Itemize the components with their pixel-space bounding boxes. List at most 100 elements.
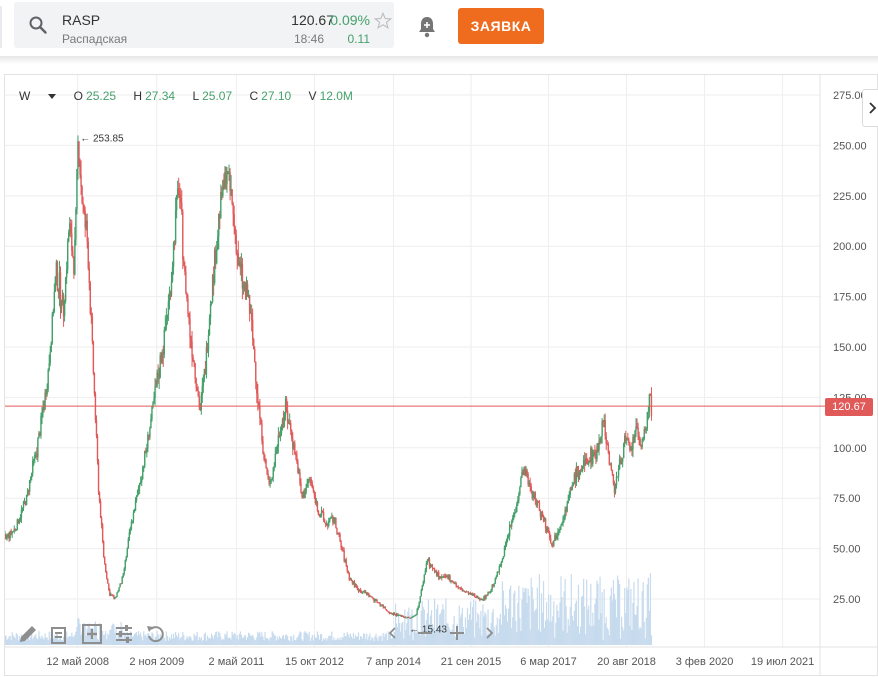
volume-bar <box>530 577 532 645</box>
volume-bar <box>250 635 252 645</box>
volume-bar <box>148 633 150 645</box>
volume-bar <box>273 634 275 645</box>
volume-bar <box>312 640 314 645</box>
volume-bar <box>210 633 213 645</box>
candle-body <box>565 509 567 512</box>
settings-sliders-icon[interactable] <box>113 623 135 645</box>
volume-bar <box>556 604 558 645</box>
volume-bar <box>37 639 39 645</box>
volume-bar <box>207 638 210 645</box>
volume-bar <box>169 639 172 645</box>
candle-body <box>435 571 438 576</box>
volume-bar <box>480 610 482 645</box>
volume-bar <box>212 636 214 645</box>
notes-icon[interactable] <box>49 623 71 645</box>
volume-bar <box>288 640 290 645</box>
candle-body <box>350 578 353 581</box>
volume-bar <box>636 605 638 645</box>
candle-body <box>442 576 444 578</box>
candle-body <box>173 242 176 244</box>
volume-value: 12.0M <box>319 89 353 103</box>
add-indicator-icon[interactable] <box>81 623 103 645</box>
candle-body <box>106 572 108 579</box>
candle-body <box>311 483 313 489</box>
candle-body <box>25 494 28 505</box>
candle-body <box>563 517 565 519</box>
volume-bar <box>583 578 585 645</box>
candle-body <box>9 531 11 539</box>
chart-panel[interactable]: 275.00250.00225.00200.00175.00150.00125.… <box>4 74 878 676</box>
volume-bar <box>494 635 496 645</box>
zoom-in-icon[interactable] <box>447 623 467 643</box>
volume-bar <box>382 633 384 645</box>
volume-bar <box>443 609 445 645</box>
pencil-icon[interactable] <box>17 623 39 645</box>
order-button[interactable]: ЗАЯВКА <box>458 8 544 44</box>
volume-bar <box>415 632 417 645</box>
volume-bar <box>71 632 73 645</box>
volume-bar <box>482 604 484 645</box>
volume-bar <box>112 623 114 645</box>
candle-body <box>479 597 481 600</box>
candle-body <box>263 453 265 460</box>
candle-body <box>189 318 191 339</box>
volume-bar <box>262 636 264 645</box>
collapse-panel-button[interactable] <box>862 89 878 127</box>
candle-body <box>578 472 581 479</box>
candle-body <box>555 535 557 539</box>
candle-body <box>549 532 551 539</box>
candle-body <box>212 274 215 283</box>
volume-bar <box>563 591 565 645</box>
candle-body <box>209 304 212 319</box>
zoom-out-icon[interactable] <box>415 623 435 643</box>
search-icon[interactable] <box>28 15 48 35</box>
star-icon[interactable] <box>374 12 392 30</box>
candle-body <box>291 430 293 439</box>
volume-bar <box>236 635 238 645</box>
volume-bar <box>294 640 296 645</box>
volume-bar <box>454 636 456 645</box>
candle-body <box>507 535 510 537</box>
candle-body <box>54 276 57 292</box>
high-label: H <box>133 89 143 103</box>
interval-selector[interactable]: W <box>19 89 31 103</box>
price-alert-icon[interactable] <box>414 14 440 40</box>
candle-body <box>483 596 485 600</box>
volume-bar <box>40 638 42 645</box>
volume-bar <box>367 639 369 645</box>
reset-icon[interactable] <box>145 623 167 645</box>
candle-body <box>204 369 207 375</box>
candle-body <box>341 546 343 551</box>
candle-body <box>180 197 182 203</box>
candle-body <box>390 612 393 614</box>
volume-bar <box>217 637 219 645</box>
candle-body <box>404 617 406 619</box>
volume-bar <box>318 639 321 645</box>
candle-body <box>279 433 282 436</box>
price-chart[interactable]: 275.00250.00225.00200.00175.00150.00125.… <box>5 75 877 675</box>
candle-body <box>34 454 36 459</box>
candle-body <box>320 510 323 516</box>
volume-bar <box>182 632 184 645</box>
scroll-right-icon[interactable] <box>479 623 499 643</box>
instrument-ticker: RASP <box>62 12 101 28</box>
volume-bar <box>11 632 13 645</box>
candle-body <box>202 377 205 386</box>
candle-body <box>135 496 138 501</box>
volume-bar <box>585 634 587 645</box>
candle-body <box>420 590 422 597</box>
volume-bar <box>562 630 564 645</box>
candle-body <box>617 469 620 477</box>
volume-bar <box>142 640 144 645</box>
candle-body <box>346 565 348 572</box>
candle-body <box>287 422 290 424</box>
volume-bar <box>536 587 538 645</box>
candle-body <box>66 241 69 270</box>
volume-bar <box>366 633 368 645</box>
candle-body <box>89 283 92 314</box>
instrument-search-box[interactable]: RASP Распадская 120.67 0.09% 18:46 0.11 <box>14 2 394 48</box>
candle-body <box>8 533 10 539</box>
scroll-left-icon[interactable] <box>383 623 403 643</box>
interval-dropdown-caret[interactable] <box>48 94 57 100</box>
candle-body <box>122 573 124 577</box>
